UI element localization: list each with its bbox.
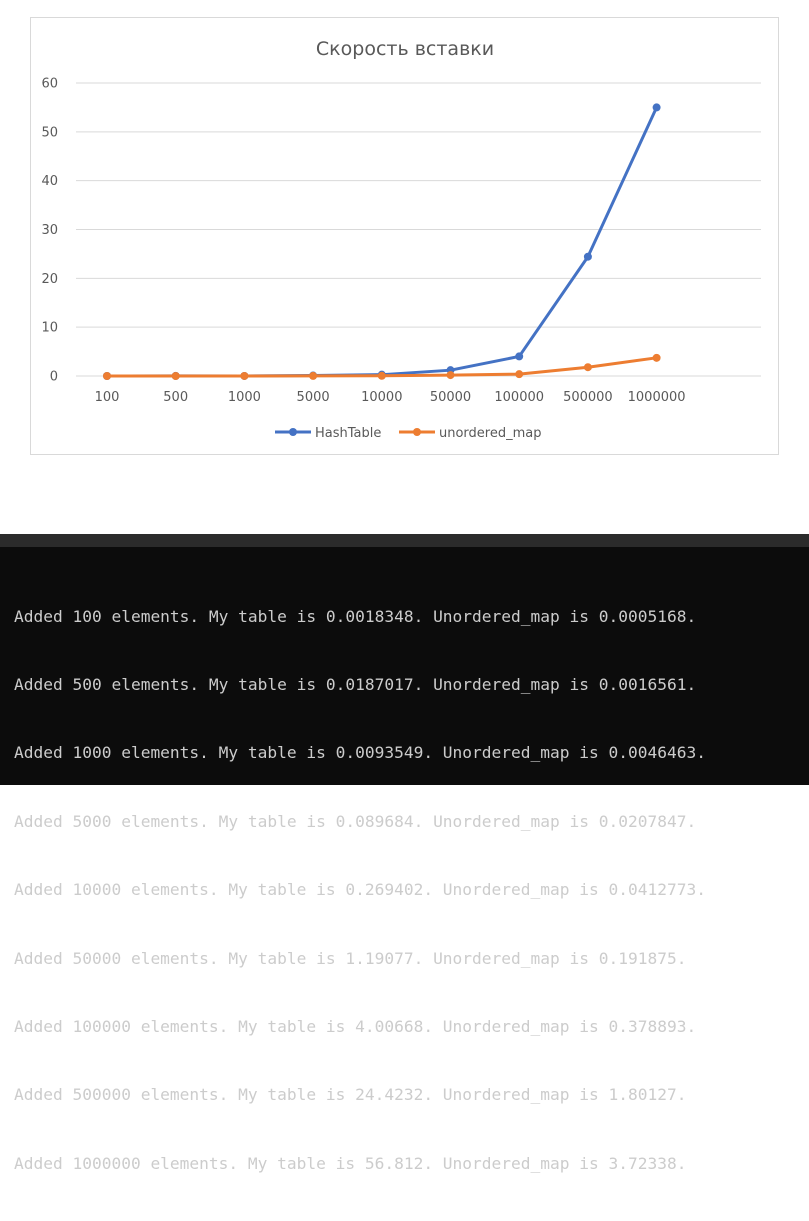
y-tick-label: 20 [41,272,58,287]
console-line: Added 10000 elements. My table is 0.2694… [14,880,706,900]
series-layer [103,103,661,380]
data-point [515,370,524,379]
console-line: Added 500000 elements. My table is 24.42… [14,1085,687,1105]
data-point [240,371,249,380]
data-point [309,371,318,380]
console-line: Added 50000 elements. My table is 1.1907… [14,948,687,968]
console-line: Added 5000 elements. My table is 0.08968… [14,811,697,831]
y-tick-label: 10 [41,321,58,336]
x-tick-label: 100 [95,390,120,405]
data-point [103,371,111,380]
x-tick-label: 1000 [228,390,261,405]
series-line [105,105,659,378]
y-axis-ticks: 0 10 20 30 40 50 60 [41,77,58,385]
x-tick-label: 500 [163,390,188,405]
x-tick-label: 1000000 [628,390,686,405]
legend-label: unordered_map [439,426,542,441]
gridlines [76,82,761,377]
data-point [377,371,386,380]
console-line: Added 1000000 elements. My table is 56.8… [14,1153,687,1173]
legend[interactable]: HashTable unordered_map [275,426,542,441]
data-point [583,363,592,372]
console-line: Added 100000 elements. My table is 4.006… [14,1016,697,1036]
legend-item[interactable]: HashTable [275,426,381,441]
data-point [171,371,180,380]
x-tick-label: 5000 [297,390,330,405]
console-window: Added 100 elements. My table is 0.001834… [0,534,809,1173]
data-point [515,352,524,361]
console-line: Added 100 elements. My table is 0.001834… [14,606,697,626]
chart-title: Скорость вставки [316,38,494,60]
y-tick-label: 0 [50,370,58,385]
x-tick-label: 100000 [494,390,544,405]
x-axis-ticks: 100 500 1000 5000 10000 50000 100000 500000 1000… [95,390,686,405]
x-tick-label: 50000 [430,390,471,405]
data-point [446,371,455,380]
y-tick-label: 40 [41,174,58,189]
y-tick-label: 30 [41,223,58,238]
series-HashTable [103,103,661,380]
x-tick-label: 10000 [361,390,402,405]
data-point [652,103,661,112]
chart-area: Скорость вставки 0 10 20 30 40 50 60 100 500 100… [30,17,779,455]
data-point [583,252,592,261]
legend-marker [289,428,297,436]
legend-item[interactable]: unordered_map [399,426,542,441]
data-point [652,353,661,362]
legend-label: HashTable [315,426,381,441]
console-output: Added 100 elements. My table is 0.001834… [14,560,706,1221]
legend-marker [413,428,421,436]
y-tick-label: 50 [41,125,58,140]
console-line: Added 500 elements. My table is 0.018701… [14,674,697,694]
series-unordered_map [103,353,661,380]
y-tick-label: 60 [41,77,58,92]
console-title-bar [0,534,809,547]
x-tick-label: 500000 [563,390,613,405]
console-line: Added 1000 elements. My table is 0.00935… [14,743,706,763]
